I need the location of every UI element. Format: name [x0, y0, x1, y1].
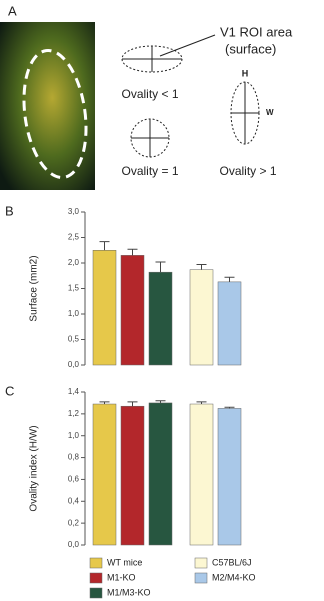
legend-label: C57BL/6J [212, 557, 252, 567]
legend-label: M2/M4-KO [212, 572, 256, 582]
roi-outline [22, 48, 88, 180]
error-bar [155, 400, 166, 403]
legend-label: WT mice [107, 557, 142, 567]
error-bar [196, 401, 207, 405]
y-tick-label: 1,0 [68, 431, 80, 440]
y-tick-label: 0,6 [68, 475, 80, 484]
bar [120, 255, 145, 366]
bar [217, 281, 242, 366]
panel-label: B [5, 203, 14, 218]
error-bar [224, 276, 235, 282]
roi-label: (surface) [225, 41, 276, 56]
error-bar [99, 241, 110, 251]
y-tick-label: 1,4 [68, 387, 80, 396]
legend-swatch [194, 557, 208, 569]
w-label: W [266, 108, 274, 117]
bar [120, 405, 145, 546]
legend-swatch [194, 572, 208, 584]
bar [92, 403, 117, 546]
error-bar [224, 406, 235, 409]
legend-swatch [89, 572, 103, 584]
y-tick-label: 0,4 [68, 496, 80, 505]
y-tick-label: 2,0 [68, 258, 80, 267]
photo [0, 22, 95, 190]
error-bar [196, 264, 207, 270]
panel-label: C [5, 383, 14, 398]
legend-swatch [89, 587, 103, 599]
bar [189, 269, 214, 366]
bar [148, 271, 173, 366]
y-tick-label: 3,0 [68, 207, 80, 216]
y-tick-label: 2,5 [68, 233, 80, 242]
error-bar [127, 248, 138, 256]
y-axis-label: Surface (mm2) [29, 255, 40, 321]
legend-label: M1/M3-KO [107, 587, 151, 597]
y-axis-label: Ovality index (H/W) [29, 425, 40, 511]
bar [189, 403, 214, 546]
y-tick-label: 0,2 [68, 518, 80, 527]
h-label: H [242, 68, 249, 78]
legend-label: M1-KO [107, 572, 136, 582]
legend-swatch [89, 557, 103, 569]
error-bar [99, 401, 110, 405]
y-tick-label: 0,8 [68, 453, 80, 462]
y-tick-label: 0,5 [68, 335, 80, 344]
error-bar [155, 261, 166, 273]
ovality-label: Ovality < 1 [121, 87, 178, 101]
bar [92, 250, 117, 366]
pointer [159, 34, 216, 57]
ovality-label: Ovality > 1 [219, 164, 276, 178]
y-tick-label: 1,5 [68, 284, 80, 293]
bar [148, 402, 173, 546]
error-bar [127, 401, 138, 407]
bar [217, 408, 242, 546]
y-tick-label: 1,0 [68, 309, 80, 318]
panel-label: A [8, 3, 17, 18]
ovality-label: Ovality = 1 [121, 164, 178, 178]
y-tick-label: 0,0 [68, 360, 80, 369]
y-tick-label: 0,0 [68, 540, 80, 549]
y-tick-label: 1,2 [68, 409, 80, 418]
roi-label: V1 ROI area [220, 24, 293, 39]
